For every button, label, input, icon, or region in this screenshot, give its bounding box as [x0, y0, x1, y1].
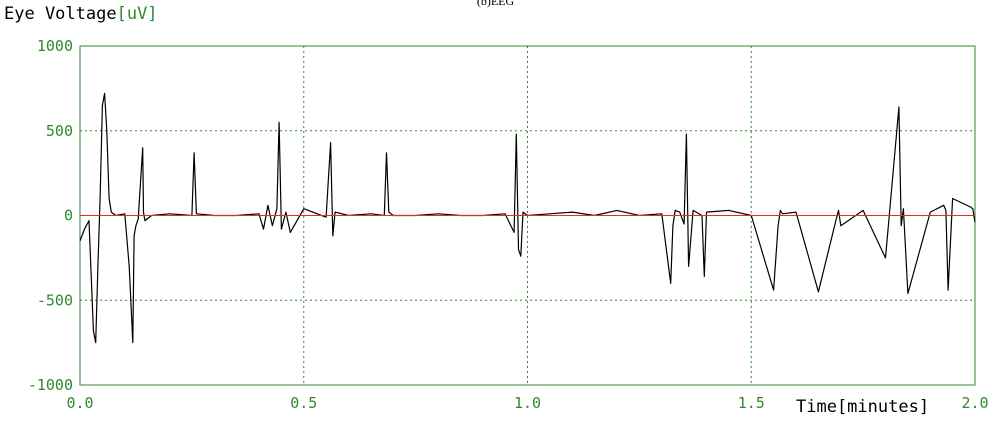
- y-axis-label: Eye Voltage[uV]: [4, 4, 158, 24]
- tick-labels: 0.0 0.5 1.0 1.5 2.0 1000 500 0 -500 -1000: [28, 37, 989, 412]
- eeg-signal-line: [79, 92, 976, 344]
- y-axis-unit: [uV]: [116, 4, 158, 24]
- y-tick-label-1: 500: [46, 122, 73, 140]
- y-tick-label-2: 0: [64, 207, 73, 225]
- y-tick-label-0: 1000: [37, 37, 73, 55]
- x-tick-label-3: 1.5: [738, 394, 765, 412]
- x-tick-label-1: 0.5: [290, 394, 317, 412]
- y-tick-label-4: -1000: [28, 376, 73, 394]
- x-axis-label: Time[minutes]: [796, 397, 930, 417]
- chart-title: (b)EEG: [476, 0, 515, 8]
- y-axis-label-text: Eye Voltage: [4, 4, 117, 24]
- x-tick-label-2: 1.0: [514, 394, 541, 412]
- series-group: [79, 92, 976, 344]
- y-tick-label-3: -500: [37, 291, 73, 309]
- x-tick-label-0: 0.0: [66, 394, 93, 412]
- x-tick-label-4: 2.0: [961, 394, 988, 412]
